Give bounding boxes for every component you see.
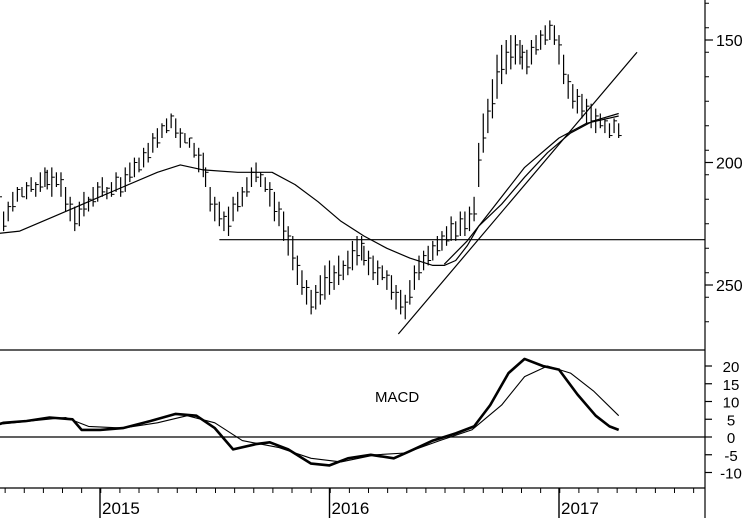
year-label: 2016 — [332, 499, 370, 518]
macd-tick-label: -10 — [720, 466, 742, 483]
macd-panel: MACD — [0, 357, 705, 467]
macd-tick-label: 10 — [723, 395, 740, 412]
macd-signal-line — [0, 365, 620, 463]
macd-tick-label: 20 — [723, 359, 740, 376]
macd-tick-label: 15 — [723, 377, 740, 394]
price-tick-label: 150 — [716, 33, 743, 50]
lower-band-line — [443, 115, 619, 265]
price-tick-label: 200 — [716, 156, 743, 173]
trend-line — [397, 51, 638, 335]
price-panel — [0, 20, 705, 335]
macd-tick-label: 5 — [727, 412, 735, 429]
year-label: 2015 — [102, 499, 140, 518]
macd-tick-label: -5 — [724, 448, 737, 465]
macd-line — [0, 357, 620, 467]
year-label: 2017 — [561, 499, 599, 518]
moving-average-line — [0, 112, 619, 266]
price-tick-label: 250 — [716, 278, 743, 295]
macd-tick-label: 0 — [727, 430, 735, 447]
macd-title: MACD — [375, 389, 419, 406]
